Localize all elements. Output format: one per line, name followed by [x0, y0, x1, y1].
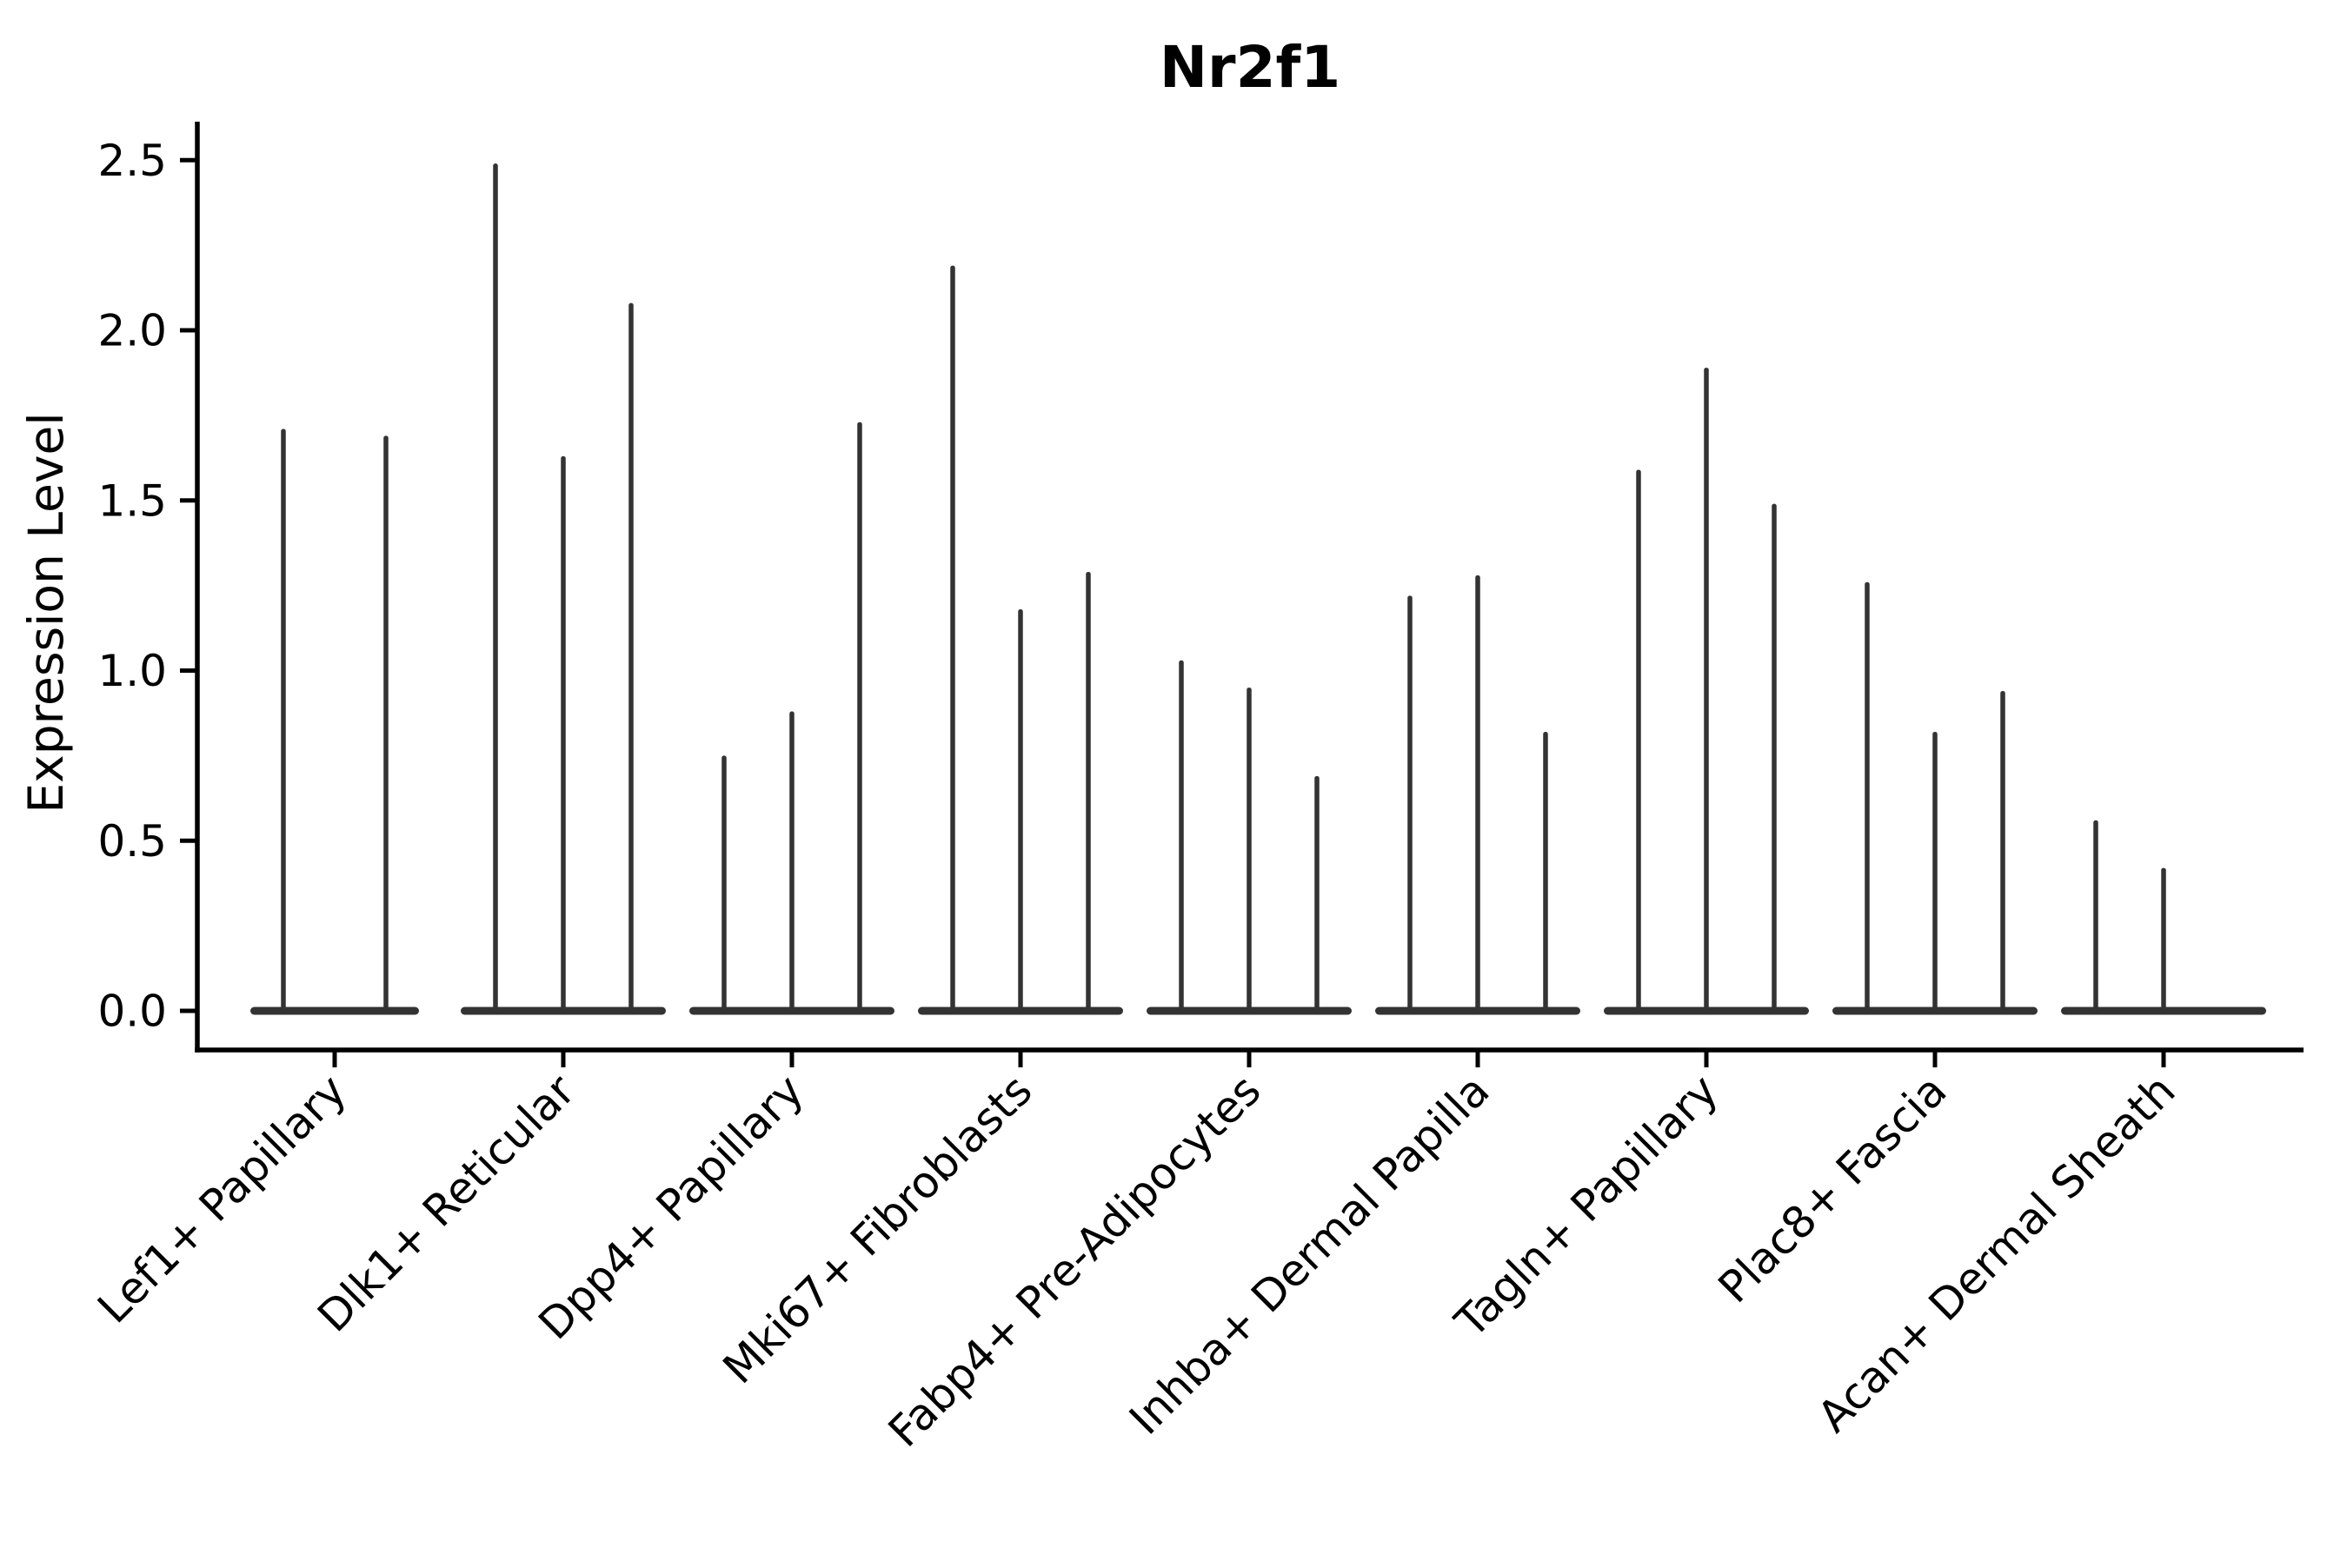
x-tick-label: Lef1+ Papillary	[88, 1065, 356, 1332]
y-tick-label: 2.5	[97, 136, 167, 186]
violin-spike	[2093, 820, 2098, 1011]
y-tick-label: 0.0	[97, 987, 167, 1037]
violin-group	[1375, 575, 1580, 1015]
violin-group	[250, 429, 419, 1015]
y-axis-label: Expression Level	[18, 412, 74, 813]
violin-spike	[1179, 660, 1184, 1011]
violin-group	[1832, 581, 2038, 1015]
violin-spike	[1247, 688, 1252, 1011]
violin-group	[689, 422, 894, 1015]
y-tick-label: 2.0	[97, 306, 167, 356]
violin-group	[918, 265, 1123, 1015]
violin-spike	[789, 711, 795, 1011]
violin-spike	[1475, 575, 1480, 1011]
violin-group	[2061, 820, 2266, 1015]
x-tick-label: Plac8+ Fascia	[1709, 1065, 1957, 1312]
violin-spike	[1772, 503, 1777, 1011]
plot-title: Nr2f1	[1160, 34, 1340, 101]
y-tick-label: 1.0	[97, 646, 167, 696]
violin-spike	[2000, 690, 2005, 1011]
violin-base	[250, 1007, 419, 1015]
y-tick-label: 1.5	[97, 475, 167, 526]
violin-spike	[383, 435, 389, 1011]
violin-spike	[1865, 581, 1870, 1011]
violin-spike	[1407, 595, 1413, 1011]
violin-group	[1604, 368, 1809, 1015]
y-axis-ticks: 0.0 0.5 1.0 1.5 2.0 2.5	[97, 136, 197, 1037]
x-tick-label: Fabp4+ Pre-Adipocytes	[879, 1065, 1271, 1457]
violin-spike	[2161, 867, 2166, 1011]
violin-spike	[1314, 775, 1320, 1011]
violin-spike	[628, 302, 634, 1011]
violin-spike	[1932, 731, 1938, 1011]
violin-spike	[721, 755, 727, 1011]
violin-group	[1147, 660, 1352, 1015]
violin-spike	[493, 163, 498, 1012]
violin-spike	[561, 455, 566, 1011]
violin-spike	[950, 265, 955, 1011]
violin-spike	[1636, 469, 1641, 1011]
violin-spike	[1704, 368, 1709, 1011]
violin-spike	[1086, 571, 1091, 1011]
violin-group	[461, 163, 666, 1015]
y-tick-label: 0.5	[97, 816, 167, 867]
violin-spike	[857, 422, 862, 1012]
violin-spike	[1543, 731, 1548, 1011]
violin-spike	[281, 429, 286, 1011]
violin-spike	[1018, 609, 1023, 1011]
violins-layer	[250, 163, 2266, 1015]
